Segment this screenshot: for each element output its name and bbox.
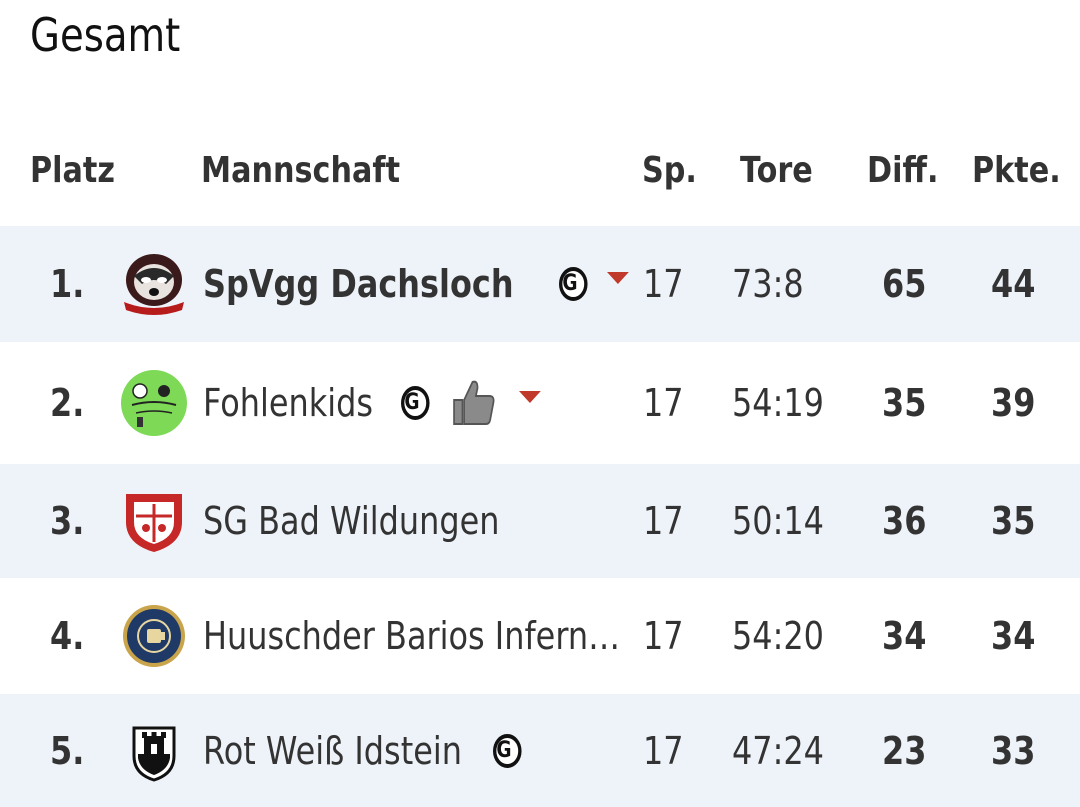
caret-down-icon[interactable]: [519, 391, 542, 403]
points: 34: [991, 578, 1044, 694]
header-platz[interactable]: Platz: [30, 150, 115, 191]
rank-value: 3.: [50, 499, 85, 543]
team-name-group: Rot Weiß Idstein G: [203, 729, 527, 773]
rank: 3.: [50, 464, 91, 578]
foal-green-logo: [120, 342, 188, 464]
pkte-value: 35: [991, 499, 1036, 543]
goal-difference: 34: [882, 578, 935, 694]
diff-value: 65: [882, 262, 927, 306]
g-badge-icon: G: [558, 267, 588, 301]
points: 39: [991, 342, 1044, 464]
team-name-cell[interactable]: SpVgg Dachsloch G: [203, 226, 633, 342]
team-name[interactable]: SG Bad Wildungen: [203, 499, 500, 543]
header-diff[interactable]: Diff.: [867, 150, 939, 191]
points: 35: [991, 464, 1044, 578]
goals: 47:24: [732, 694, 842, 807]
header-sp[interactable]: Sp.: [642, 150, 697, 191]
table-row[interactable]: 1. SpVgg Dachsloch G 17 73:8 65 44: [0, 226, 1080, 342]
sp-value: 17: [643, 499, 684, 543]
header-pkte[interactable]: Pkte.: [972, 150, 1061, 191]
sp-value: 17: [643, 728, 684, 773]
red-shield-logo: [120, 464, 188, 578]
goal-difference: 65: [882, 226, 935, 342]
table-row[interactable]: 3. SG Bad Wildungen 17 50:14 36 35: [0, 464, 1080, 578]
team-name[interactable]: Rot Weiß Idstein: [203, 728, 462, 773]
goals: 50:14: [732, 464, 842, 578]
blue-round-logo: [120, 578, 188, 694]
diff-value: 34: [882, 614, 927, 658]
goal-difference: 36: [882, 464, 935, 578]
sp-value: 17: [643, 381, 684, 425]
tower-shield-logo: [120, 694, 188, 807]
g-badge-icon: G: [401, 386, 430, 420]
diff-value: 35: [882, 381, 927, 425]
team-name-cell[interactable]: Huuschder Barios Infern…: [203, 578, 699, 694]
team-name-group: SpVgg Dachsloch G: [203, 262, 633, 306]
pkte-value: 44: [991, 262, 1036, 306]
goals: 54:20: [732, 578, 842, 694]
games-played: 17: [643, 578, 691, 694]
team-name-group: Fohlenkids G: [203, 378, 545, 428]
page-title: Gesamt: [30, 8, 181, 62]
diff-value: 36: [882, 499, 927, 543]
tore-value: 50:14: [732, 499, 824, 543]
games-played: 17: [643, 464, 691, 578]
team-name-cell[interactable]: SG Bad Wildungen: [203, 464, 556, 578]
team-name-cell[interactable]: Fohlenkids G: [203, 342, 545, 464]
rank-value: 2.: [50, 381, 85, 425]
pkte-value: 33: [991, 728, 1036, 773]
games-played: 17: [643, 694, 691, 807]
rank: 1.: [50, 226, 91, 342]
goals: 54:19: [732, 342, 842, 464]
rank: 4.: [50, 578, 91, 694]
table-row[interactable]: 4. Huuschder Barios Infern… 17 54:20 34 …: [0, 578, 1080, 694]
thumbs-up-icon: [449, 378, 496, 428]
tore-value: 73:8: [732, 262, 804, 306]
rank: 5.: [50, 694, 91, 807]
rank-value: 1.: [50, 262, 85, 306]
g-badge-icon: G: [493, 733, 522, 768]
team-name[interactable]: Huuschder Barios Infern…: [203, 614, 621, 658]
rank: 2.: [50, 342, 91, 464]
sp-value: 17: [643, 262, 684, 306]
points: 44: [991, 226, 1044, 342]
table-row[interactable]: 2. Fohlenkids G 17 54:19 35 39: [0, 342, 1080, 464]
goals: 73:8: [732, 226, 817, 342]
header-mannschaft[interactable]: Mannschaft: [201, 150, 401, 191]
games-played: 17: [643, 226, 691, 342]
caret-down-icon[interactable]: [606, 272, 629, 284]
table-row[interactable]: 5. Rot Weiß Idstein G 17 47:24 23 33: [0, 694, 1080, 807]
team-name-cell[interactable]: Rot Weiß Idstein G: [203, 694, 527, 807]
tore-value: 54:19: [732, 381, 824, 425]
goal-difference: 35: [882, 342, 935, 464]
team-name[interactable]: Fohlenkids: [203, 381, 373, 425]
rank-value: 5.: [50, 728, 85, 773]
games-played: 17: [643, 342, 691, 464]
tore-value: 47:24: [732, 728, 824, 773]
badger-logo: [120, 226, 188, 342]
points: 33: [991, 694, 1044, 807]
pkte-value: 39: [991, 381, 1036, 425]
team-name[interactable]: SpVgg Dachsloch: [203, 262, 514, 306]
sp-value: 17: [643, 614, 684, 658]
goal-difference: 23: [882, 694, 935, 807]
rank-value: 4.: [50, 614, 85, 658]
pkte-value: 34: [991, 614, 1036, 658]
tore-value: 54:20: [732, 614, 824, 658]
diff-value: 23: [882, 728, 927, 773]
header-tore[interactable]: Tore: [740, 150, 813, 191]
